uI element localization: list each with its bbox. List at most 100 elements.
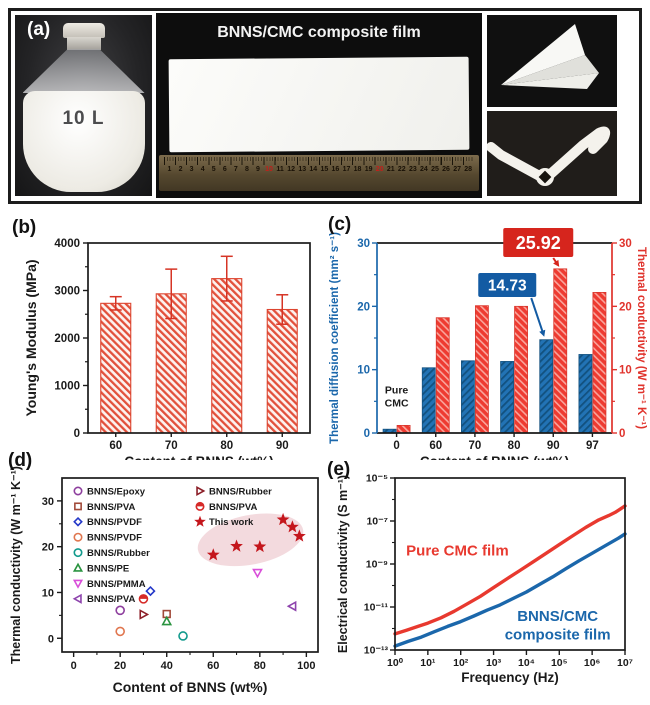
chart-text: 10¹ <box>420 657 436 669</box>
chart-text: 0 <box>619 428 625 440</box>
bar <box>266 308 298 434</box>
bar-conductivity <box>592 292 607 434</box>
data-point-marker <box>252 568 263 579</box>
series-bnns-pvdf <box>145 585 156 597</box>
chart-text: 90 <box>547 440 560 452</box>
ruler-number: 18 <box>353 166 362 173</box>
film-title: BNNS/CMC composite film <box>217 24 421 41</box>
chart-text: composite film <box>505 626 611 643</box>
ruler-number: 26 <box>442 166 450 173</box>
ruler-number: 3 <box>189 166 194 173</box>
data-point-marker <box>139 594 148 599</box>
chart-text: 80 <box>508 440 521 452</box>
chart-text: 90 <box>276 440 289 452</box>
chart-text: 1000 <box>54 381 80 393</box>
chart-text: 60 <box>429 440 442 452</box>
chart-text: 0 <box>48 633 54 645</box>
chart-text: BNNS/Rubber <box>87 548 150 559</box>
data-point-marker <box>206 548 220 561</box>
panel-b-tag: (b) <box>12 217 37 238</box>
bar-diffusion <box>421 367 436 434</box>
chart-text: Pure <box>385 385 409 397</box>
bar-conductivity <box>435 317 450 434</box>
panel-d-tag: (d) <box>8 450 33 471</box>
series-bnns-pva <box>138 594 149 604</box>
chart-text: 10⁶ <box>584 657 601 669</box>
chart-text: Pure CMC film <box>406 542 509 559</box>
bar-conductivity <box>553 268 568 434</box>
chart-text: 10⁵ <box>551 657 568 669</box>
chart-text: 10⁻⁷ <box>366 516 388 528</box>
chart-text: BNNS/PVDF <box>87 517 142 528</box>
chart-text: BNNS/PVDF <box>87 533 142 544</box>
ruler-number: 21 <box>386 166 395 173</box>
chart-text: 25.92 <box>516 233 561 253</box>
ruler-number: 25 <box>431 166 439 173</box>
bar-conductivity <box>514 305 528 434</box>
chart-text: 20 <box>357 301 370 313</box>
bottle-volume-label: 10 L <box>62 108 105 129</box>
folded-strip-photo <box>487 111 617 196</box>
data-point-marker <box>196 485 206 497</box>
chart-text: 0 <box>364 428 370 440</box>
chart-text: 100 <box>297 660 315 672</box>
ruler-numbers: 1 2 3 4 5 6 7 8 9 10 11 12 13 14 15 16 17 18 19 20 21 22 23 24 2… <box>164 166 474 173</box>
chart-text: 0 <box>71 660 77 672</box>
data-point-marker <box>253 540 267 553</box>
chart-text: 0 <box>74 428 80 440</box>
bottle-shoulder <box>22 49 145 93</box>
chart-text: Thermal diffusion coefficient (mm² s⁻¹) <box>329 232 341 444</box>
curve-pure-cmc-film <box>393 504 627 636</box>
series-bnns-pe <box>161 615 173 626</box>
annotation-arrowhead <box>539 329 546 337</box>
bar-plot: 0 1000 2000 3000 4000 60 70 80 90Content of BNNS… <box>23 238 311 460</box>
chart-text: 10⁷ <box>617 657 633 669</box>
ruler-number: 13 <box>298 166 307 173</box>
chart-text: 60 <box>109 440 122 452</box>
chart-text: 10 <box>619 365 632 377</box>
chart-text: 10 <box>357 365 370 377</box>
ruler-number: 28 <box>464 166 473 173</box>
series-bnns-rubber <box>139 609 150 620</box>
ruler-number: 24 <box>420 166 428 173</box>
film-photo: BNNS/CMC composite film 1 2 3 4 5 6 7 8 9 10 11 12 1… <box>156 13 482 198</box>
series-bnns-pmma <box>252 568 263 579</box>
data-point-marker <box>73 532 83 542</box>
panel-a-tag: (a) <box>27 19 51 40</box>
ruler-number: 5 <box>211 166 216 173</box>
chart-text: Content of BNNS (wt%) <box>124 454 273 460</box>
chart-text: 10 <box>42 587 54 599</box>
log-line-plot: 10⁰ 10¹ 10² 10³ 10⁴ 10⁵ 10⁶ 10⁷ 10⁻¹³ 10⁻¹¹ 10⁻⁹ 10… <box>336 473 633 686</box>
bar-diffusion <box>578 354 593 434</box>
data-point-marker <box>286 520 299 533</box>
chart-text: 20 <box>619 301 632 313</box>
chart-text: BNNS/PVA <box>209 502 258 513</box>
folded-strip-drawing <box>487 126 611 186</box>
ruler-number: 19 <box>364 166 373 173</box>
ruler-mm-ticks <box>164 157 474 161</box>
chart-text: BNNS/PVA <box>87 594 136 605</box>
chart-text: BNNS/Rubber <box>209 486 272 497</box>
chart-text: Thermal conductivity (W m⁻¹ K⁻¹) <box>9 466 23 664</box>
chart-text: Thermal conductivity (W m⁻¹ K⁻¹) <box>635 247 647 429</box>
axis-frame <box>87 242 311 434</box>
panel-e-tag: (e) <box>327 459 351 480</box>
ruler-number: 22 <box>397 166 406 173</box>
ruler-number: 9 <box>256 166 260 173</box>
series-bnns-pvdf <box>115 626 125 637</box>
bottle-stopper <box>62 23 105 38</box>
data-point-marker <box>74 502 82 511</box>
chart-text: Content of BNNS (wt%) <box>420 454 569 460</box>
chart-text: 2000 <box>54 333 80 345</box>
series-this-work <box>206 512 306 561</box>
chart-text: 30 <box>357 238 370 250</box>
annotation-arrowhead <box>553 259 560 267</box>
chart-text: 10⁴ <box>518 657 535 669</box>
chart-text: 10⁻⁵ <box>366 473 388 485</box>
chart-text: 20 <box>42 542 54 554</box>
ruler-number: 10 <box>265 166 273 173</box>
annotation-box <box>503 228 574 257</box>
data-point-marker <box>293 529 306 542</box>
ruler-number: 15 <box>320 166 329 173</box>
